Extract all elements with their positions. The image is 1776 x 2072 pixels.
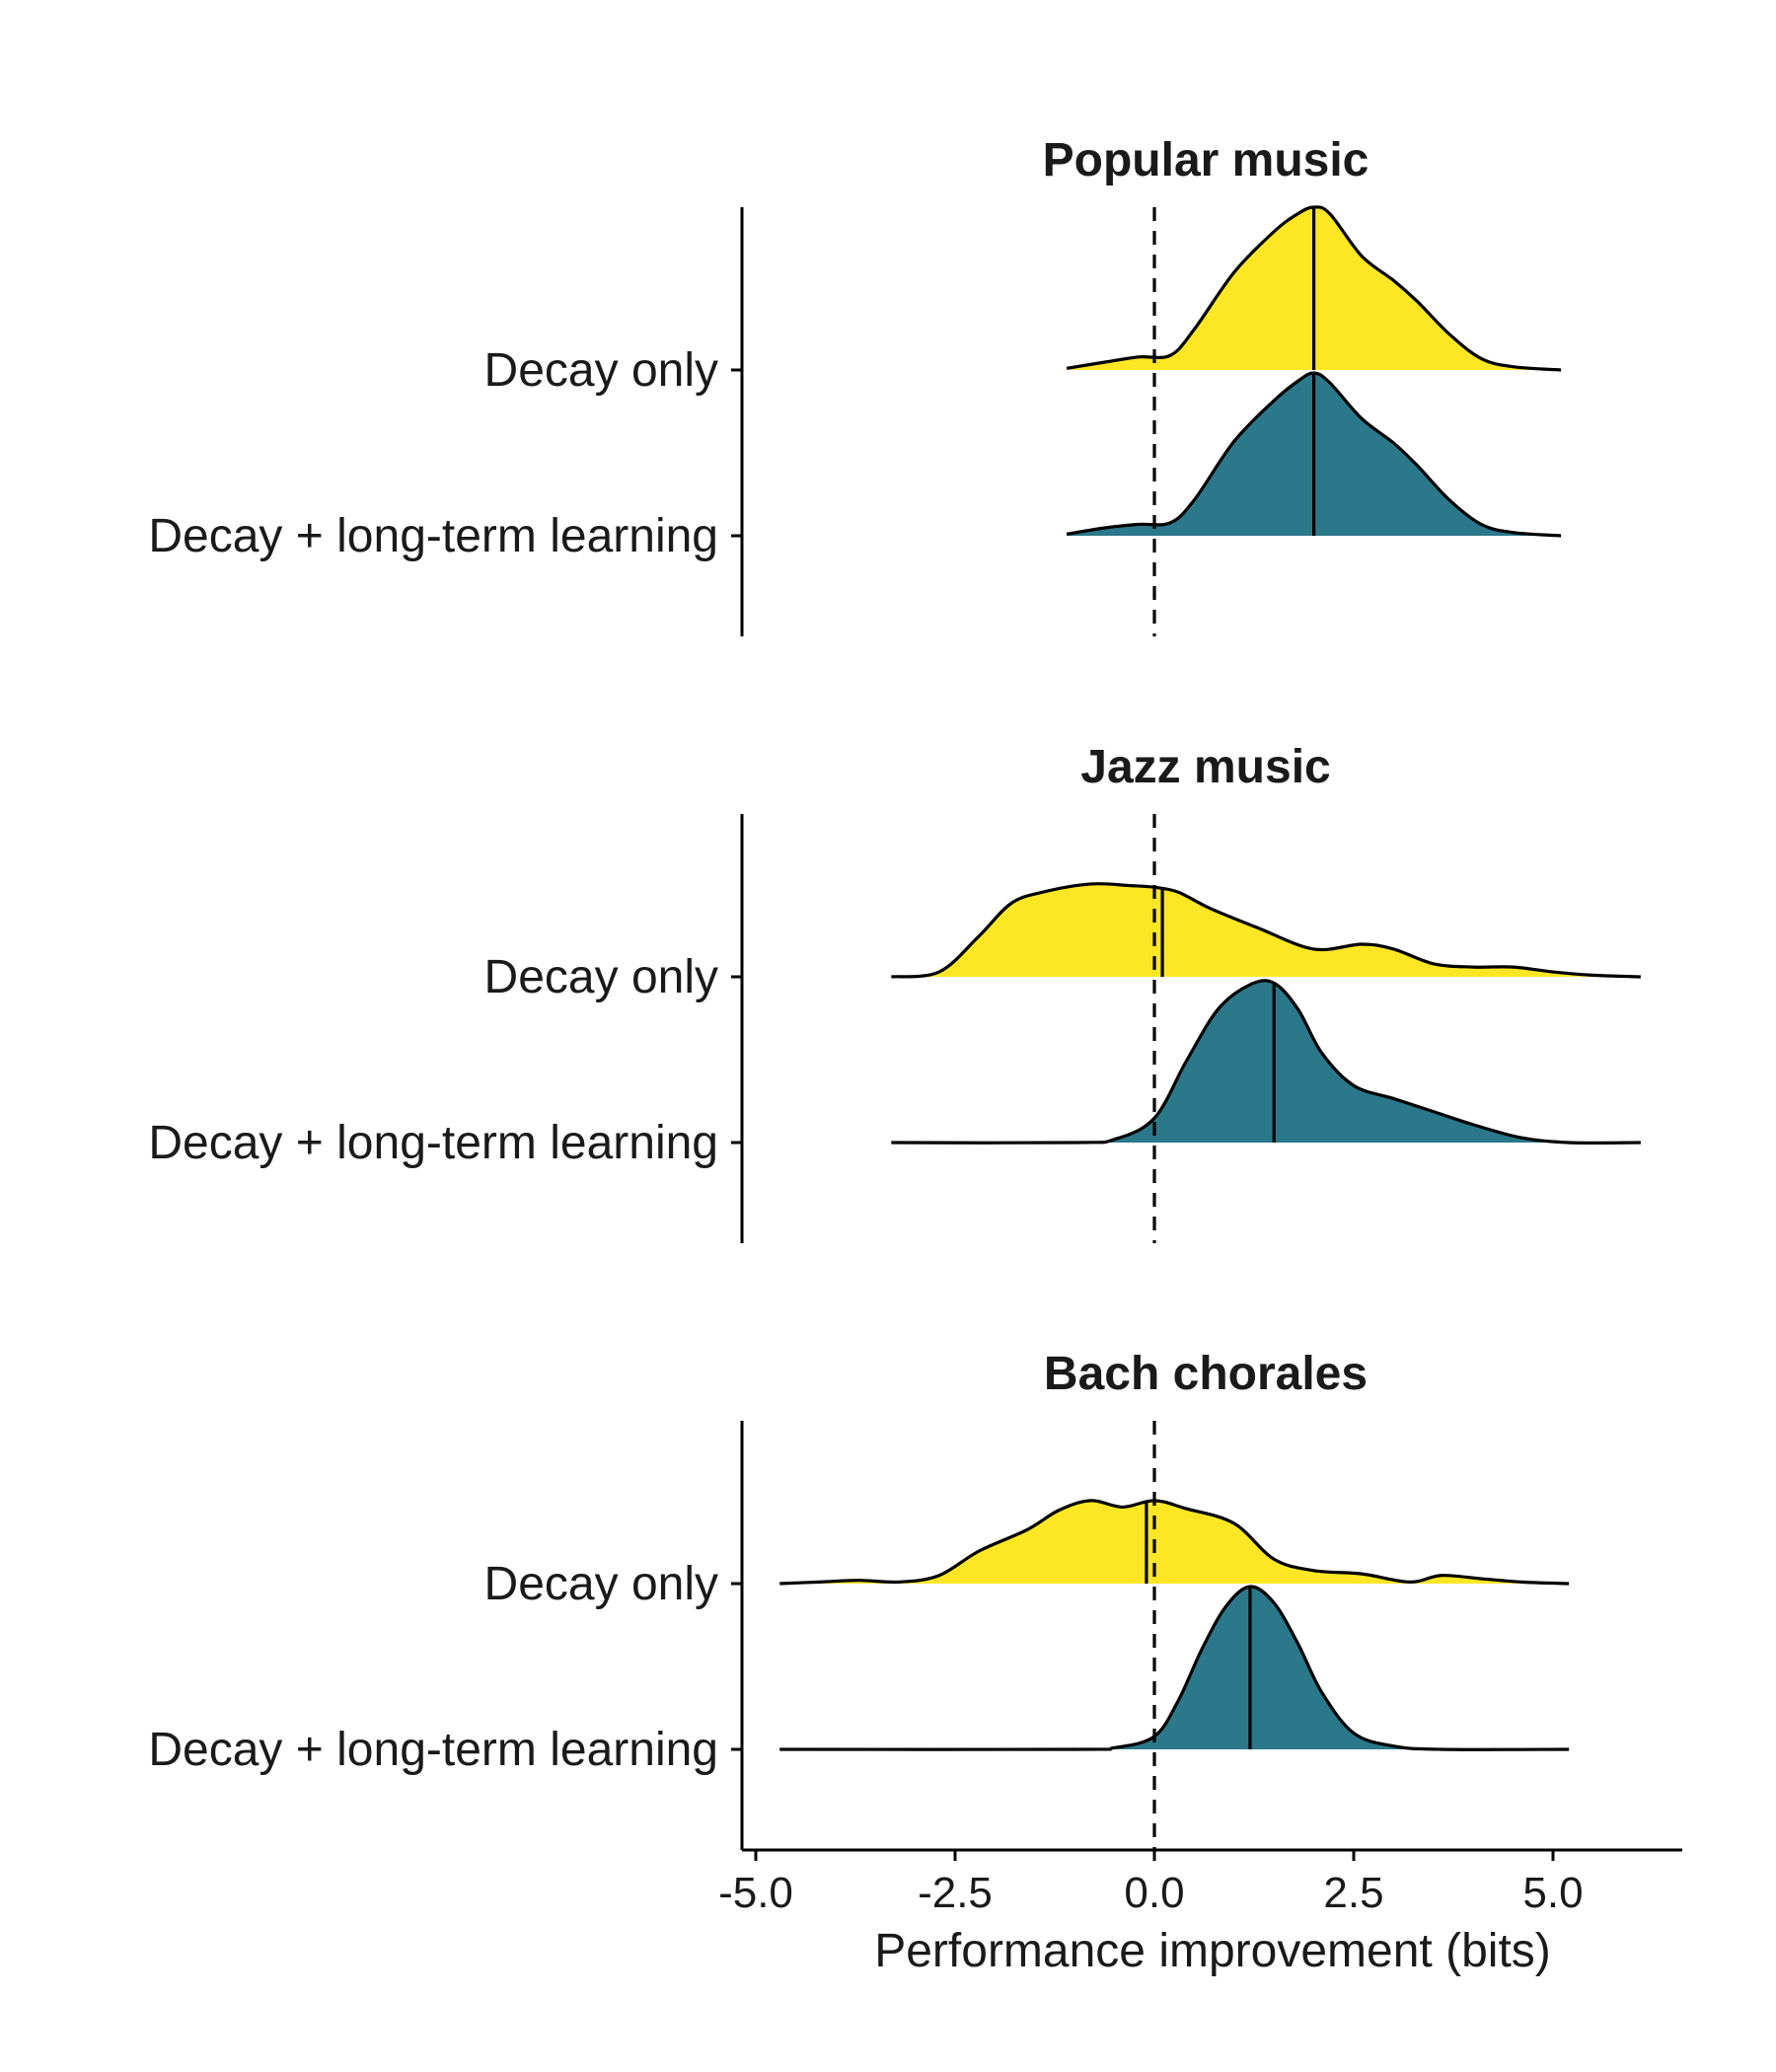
y-label-jazz-music-decay-only: Decay only: [484, 951, 718, 1003]
y-label-bach-chorales-decay-only: Decay only: [484, 1558, 718, 1610]
x-tick-label: -2.5: [918, 1869, 993, 1917]
ridge-fill-bach-chorales-decay-only: [779, 1500, 1570, 1584]
ridge-fill-jazz-music-decay-only: [891, 883, 1641, 977]
y-label-popular-music-decay-long-term-learning: Decay + long-term learning: [148, 510, 718, 562]
x-tick-label: 2.5: [1323, 1869, 1383, 1917]
panels: Popular music Decay only Decay + long-term…: [148, 134, 1641, 1850]
panel-bach-chorales: Bach chorales Decay only Decay + long-term…: [148, 1348, 1570, 1850]
panel-popular-music: Popular music Decay only Decay + long-term…: [148, 134, 1562, 636]
x-ticks: -5.0 -2.5 0.0 2.5 5.0: [718, 1850, 1584, 1917]
ridge-fill-jazz-music-decay-long-term-learning: [891, 980, 1641, 1144]
y-label-bach-chorales-decay-long-term-learning: Decay + long-term learning: [148, 1724, 718, 1776]
panel-title-bach-chorales: Bach chorales: [1044, 1348, 1368, 1400]
x-axis-title: Performance improvement (bits): [874, 1925, 1551, 1977]
ridge-outline-jazz-music-decay-only: [891, 882, 1641, 979]
x-axis: -5.0 -2.5 0.0 2.5 5.0 Performance improvemen…: [718, 1848, 1682, 1977]
x-tick-label: 5.0: [1522, 1869, 1583, 1917]
y-label-jazz-music-decay-long-term-learning: Decay + long-term learning: [148, 1117, 718, 1169]
ridge-outline-jazz-music-decay-long-term-learning: [891, 979, 1641, 1145]
ridge-outline-popular-music-decay-long-term-learning: [1066, 371, 1562, 538]
panel-title-jazz-music: Jazz music: [1080, 741, 1330, 793]
y-label-popular-music-decay-only: Decay only: [484, 344, 718, 397]
panel-jazz-music: Jazz music Decay only Decay + long-term le…: [148, 741, 1641, 1243]
ridge-fill-bach-chorales-decay-long-term-learning: [779, 1586, 1570, 1750]
x-tick-label: 0.0: [1124, 1869, 1184, 1917]
panel-title-popular-music: Popular music: [1043, 134, 1369, 186]
ridge-outline-bach-chorales-decay-long-term-learning: [779, 1585, 1570, 1751]
x-tick-label: -5.0: [718, 1869, 793, 1917]
